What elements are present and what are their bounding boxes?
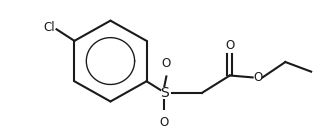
Text: O: O: [162, 57, 171, 70]
Text: O: O: [225, 39, 234, 52]
Text: Cl: Cl: [43, 21, 54, 34]
Text: S: S: [160, 86, 169, 100]
Text: O: O: [160, 116, 169, 129]
Text: O: O: [253, 71, 262, 84]
